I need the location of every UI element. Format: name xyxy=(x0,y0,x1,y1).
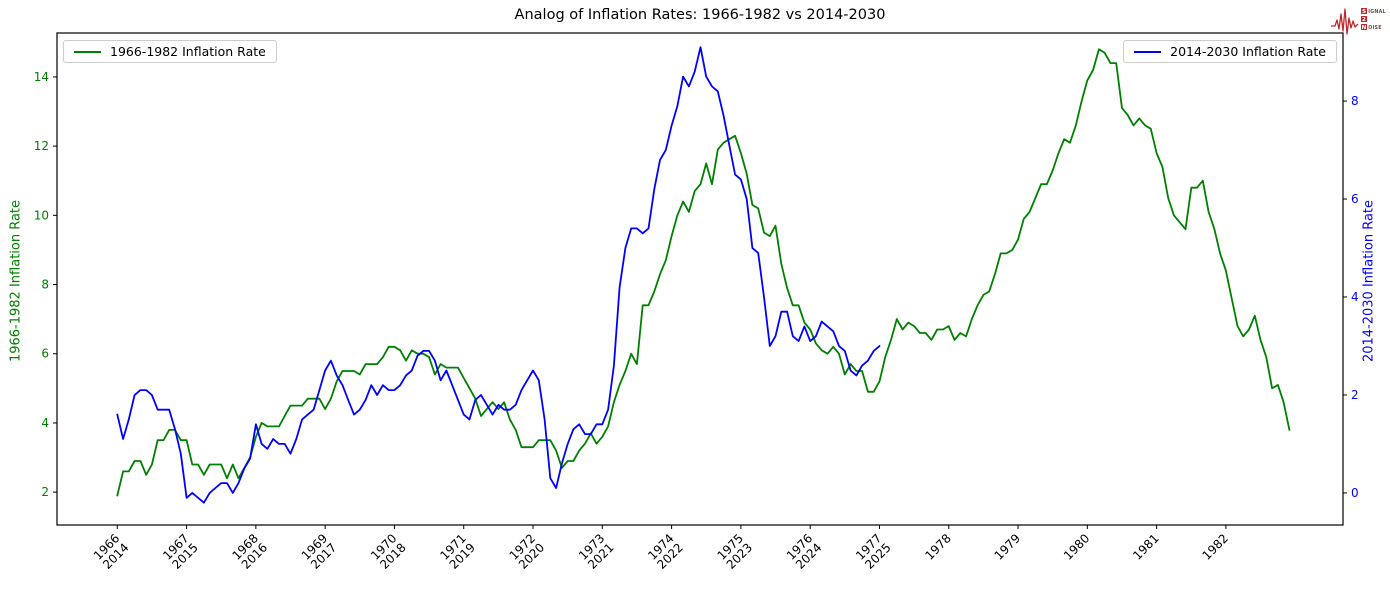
x-tick-label: 19772025 xyxy=(853,531,894,572)
x-tick-label: 1982 xyxy=(1200,531,1231,562)
legend-label-1966-1982: 1966-1982 Inflation Rate xyxy=(110,44,266,59)
signal2noise-logo: S IGNAL 2 N OISE xyxy=(1331,8,1386,35)
y-tick-label-left: 4 xyxy=(41,416,49,430)
right-y-axis-label: 2014-2030 Inflation Rate xyxy=(1361,199,1377,363)
brand-letter-n: N xyxy=(1362,25,1367,31)
x-tick-label: 1980 xyxy=(1061,531,1092,562)
legend-1966-1982: 1966-1982 Inflation Rate xyxy=(63,40,277,63)
y-tick-label-left: 10 xyxy=(34,208,49,222)
brand-box-2 xyxy=(1361,16,1367,22)
x-tick-label: 19662014 xyxy=(91,531,132,572)
legend-label-2014-2030: 2014-2030 Inflation Rate xyxy=(1170,44,1326,59)
brand-box-n xyxy=(1361,24,1367,30)
x-tick-label: 1981 xyxy=(1130,531,1161,562)
y-tick-label-left: 14 xyxy=(34,70,49,84)
brand-letter-s: S xyxy=(1362,9,1366,15)
ekg-waveform-icon xyxy=(1331,8,1359,35)
brand-box-s xyxy=(1361,8,1367,14)
x-tick-label: 19752023 xyxy=(715,531,756,572)
axes-frame xyxy=(56,32,1344,526)
y-tick-label-left: 2 xyxy=(41,485,49,499)
x-tick-label: 1978 xyxy=(922,531,953,562)
x-tick-label: 19672015 xyxy=(160,531,201,572)
legend-line-green-icon xyxy=(74,50,101,53)
brand-word-signal-rest: IGNAL xyxy=(1368,9,1386,15)
x-tick-label: 19732021 xyxy=(576,531,617,572)
x-tick-label: 19702018 xyxy=(368,531,409,572)
legend-line-blue-icon xyxy=(1134,50,1162,53)
left-y-axis-label: 1966-1982 Inflation Rate xyxy=(8,199,24,363)
brand-digit-2: 2 xyxy=(1362,17,1366,23)
x-tick-label: 19722020 xyxy=(507,531,548,572)
y-tick-label-left: 12 xyxy=(34,139,49,153)
y-tick-label-left: 6 xyxy=(41,347,49,361)
x-tick-label: 19692017 xyxy=(299,531,340,572)
series-line-1966-1982 xyxy=(116,48,1291,497)
y-tick-label-right: 4 xyxy=(1351,290,1359,304)
x-tick-label: 19742022 xyxy=(645,531,686,572)
chart-title: Analog of Inflation Rates: 1966-1982 vs … xyxy=(514,7,886,23)
y-tick-label-right: 2 xyxy=(1351,388,1359,402)
series-line-2014-2030 xyxy=(116,46,881,504)
x-tick-label: 1979 xyxy=(992,531,1023,562)
y-tick-label-right: 0 xyxy=(1351,486,1359,500)
brand-word-noise-rest: OISE xyxy=(1368,25,1381,31)
y-tick-label-right: 8 xyxy=(1351,94,1359,108)
x-tick-label: 19712019 xyxy=(437,531,478,572)
y-tick-label-left: 8 xyxy=(41,278,49,292)
legend-2014-2030: 2014-2030 Inflation Rate xyxy=(1123,40,1337,63)
x-tick-label: 19682016 xyxy=(229,531,270,572)
x-tick-label: 19762024 xyxy=(784,531,825,572)
y-tick-label-right: 6 xyxy=(1351,192,1359,206)
